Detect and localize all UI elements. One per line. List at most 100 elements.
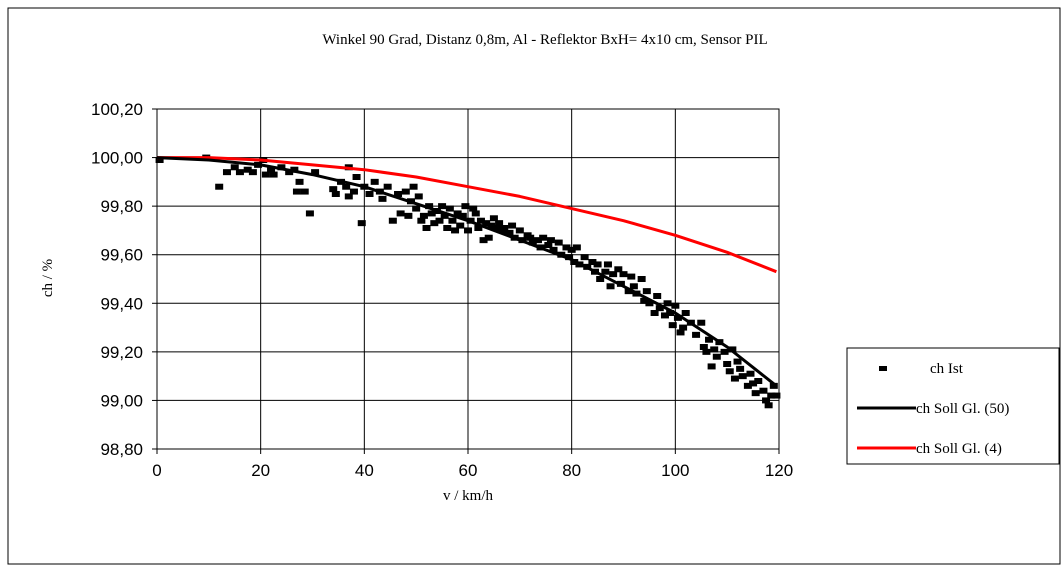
data-point-ch-ist: [769, 382, 778, 389]
data-point-ch-ist: [417, 217, 426, 224]
data-point-ch-ist: [645, 300, 654, 307]
plot-frame: [156, 108, 780, 450]
data-point-ch-ist: [624, 288, 633, 295]
data-point-ch-ist: [404, 212, 413, 219]
data-point-ch-ist: [453, 210, 462, 217]
chart-area-border: [7, 7, 1061, 565]
data-point-ch-ist: [311, 169, 320, 176]
legend-label-ch-soll-gl-4: ch Soll Gl. (4): [916, 441, 1002, 457]
data-point-ch-ist: [451, 227, 460, 234]
data-point-ch-ist: [443, 225, 452, 231]
data-point-ch-ist: [329, 186, 338, 193]
data-point-ch-ist: [707, 363, 716, 370]
data-point-ch-ist: [660, 312, 669, 319]
data-point-ch-ist: [495, 220, 504, 227]
data-point-ch-ist: [549, 246, 558, 253]
data-point-ch-ist: [430, 220, 439, 227]
data-point-ch-ist: [723, 361, 732, 367]
data-point-ch-ist: [440, 212, 449, 219]
data-point-ch-ist: [342, 183, 351, 190]
data-point-ch-ist: [331, 191, 340, 197]
data-point-ch-ist: [671, 302, 680, 309]
legend-marker-ch-ist: [879, 366, 887, 371]
data-point-ch-ist: [655, 305, 664, 312]
data-point-ch-ist: [388, 217, 397, 224]
data-point-ch-ist: [492, 225, 501, 231]
data-point-ch-ist: [679, 324, 688, 331]
data-point-ch-ist: [544, 242, 553, 248]
data-point-ch-ist: [720, 348, 729, 355]
data-point-ch-ist: [627, 273, 636, 280]
data-point-ch-ist: [409, 183, 418, 190]
data-point-ch-ist: [772, 392, 781, 399]
x-tick-label: 20: [251, 461, 270, 480]
data-point-ch-ist: [629, 283, 638, 290]
data-point-ch-ist: [614, 266, 623, 273]
data-point-ch-ist: [702, 348, 711, 355]
x-tick-label: 60: [459, 461, 478, 480]
data-point-ch-ist: [230, 164, 239, 171]
data-point-ch-ist: [458, 212, 467, 219]
data-point-ch-ist: [759, 387, 768, 394]
data-point-ch-ist: [668, 322, 677, 329]
data-point-ch-ist: [508, 222, 517, 229]
data-point-ch-ist: [435, 217, 444, 224]
data-point-ch-ist: [269, 171, 278, 178]
legend: ch Ist ch Soll Gl. (50) ch Soll Gl. (4): [846, 347, 1060, 465]
data-point-ch-ist: [533, 237, 542, 244]
data-point-ch-ist: [401, 188, 410, 195]
data-point-ch-ist: [642, 288, 651, 295]
x-tick-label: 100: [661, 461, 689, 480]
data-point-ch-ist: [383, 183, 392, 190]
data-point-ch-ist: [746, 370, 755, 377]
data-point-ch-ist: [474, 225, 483, 231]
data-point-ch-ist: [476, 217, 485, 224]
data-point-ch-ist: [733, 358, 742, 365]
data-point-ch-ist: [515, 227, 524, 234]
data-point-ch-ist: [357, 220, 366, 227]
x-tick-label: 80: [562, 461, 581, 480]
y-tick-label: 99,20: [100, 343, 143, 362]
data-point-ch-ist: [596, 276, 605, 282]
data-point-ch-ist: [749, 380, 758, 387]
data-point-ch-ist: [593, 261, 602, 268]
y-axis-label: ch / %: [40, 259, 56, 297]
x-tick-label: 0: [152, 461, 161, 480]
data-point-ch-ist: [663, 300, 672, 307]
legend-label-ch-soll-gl-50: ch Soll Gl. (50): [916, 401, 1009, 417]
data-point-ch-ist: [640, 297, 649, 304]
data-point-ch-ist: [378, 195, 387, 202]
data-point-ch-ist: [285, 169, 294, 176]
data-point-ch-ist: [471, 210, 480, 217]
y-tick-label: 99,00: [100, 391, 143, 410]
x-axis-label: v / km/h: [443, 488, 494, 504]
chart-title: Winkel 90 Grad, Distanz 0,8m, Al - Refle…: [322, 32, 767, 48]
data-point-ch-ist: [650, 310, 659, 316]
y-tick-label: 100,00: [91, 149, 143, 168]
data-point-ch-ist: [725, 368, 734, 375]
y-tick-label: 99,60: [100, 246, 143, 265]
x-axis-tick-labels: 0 20 40 60 80 100 120: [152, 461, 793, 480]
data-point-ch-ist: [445, 205, 454, 212]
data-point-ch-ist: [751, 390, 760, 397]
data-point-ch-ist: [681, 310, 690, 316]
data-point-ch-ist: [215, 183, 224, 190]
data-point-ch-ist: [738, 373, 747, 380]
data-point-ch-ist: [464, 227, 472, 234]
data-point-ch-ist: [673, 314, 682, 321]
series-line-ch-soll-gl-50: [156, 156, 778, 388]
data-point-ch-ist: [764, 402, 773, 409]
data-point-ch-ist: [754, 378, 763, 384]
data-point-ch-ist: [500, 225, 509, 231]
data-point-ch-ist: [425, 203, 434, 210]
data-point-ch-ist: [505, 229, 514, 236]
data-point-ch-ist: [370, 178, 379, 185]
data-point-ch-ist: [412, 205, 421, 212]
data-point-ch-ist: [666, 310, 675, 316]
data-point-ch-ist: [743, 382, 752, 389]
data-point-ch-ist: [365, 191, 374, 197]
data-point-ch-ist: [526, 234, 535, 241]
data-point-ch-ist: [300, 188, 309, 195]
y-tick-label: 100,20: [91, 100, 143, 119]
